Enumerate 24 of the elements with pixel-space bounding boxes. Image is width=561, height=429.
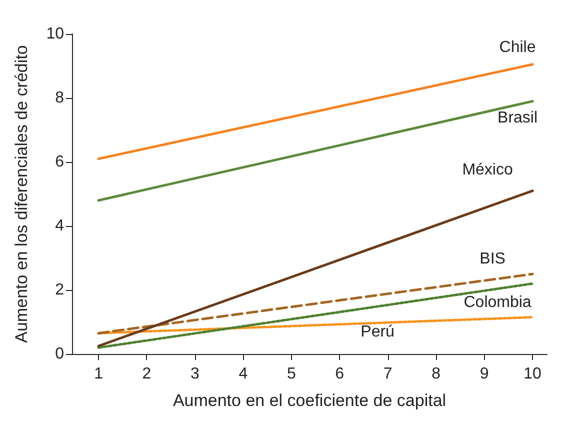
series-label: Chile [499, 38, 536, 56]
x-tick-label: 7 [383, 366, 392, 382]
x-tick-label: 1 [94, 366, 104, 382]
x-tick-label: 5 [286, 366, 296, 382]
series-label: México [462, 161, 513, 178]
x-tick-label: 9 [480, 366, 489, 382]
x-tick-label: 2 [142, 366, 152, 382]
y-tick-label: 8 [55, 90, 64, 106]
x-tick-label: 4 [238, 366, 248, 382]
y-tick-label: 0 [55, 346, 64, 362]
x-tick-label: 8 [432, 366, 441, 382]
y-tick-label: 10 [46, 26, 64, 42]
y-tick-label: 2 [55, 282, 64, 298]
series-label: BIS [480, 250, 506, 268]
series-label: Colombia [464, 294, 532, 312]
series-label: Perú [360, 324, 394, 341]
x-axis-title: Aumento en el coeficiente de capital [172, 391, 446, 410]
x-tick-label: 6 [335, 366, 344, 382]
y-tick-label: 4 [55, 218, 64, 234]
y-tick-label: 6 [55, 154, 64, 170]
y-axis-title: Aumento en los diferenciales de crédito [12, 45, 31, 343]
x-tick-label: 10 [524, 366, 542, 382]
series-label: Brasil [498, 110, 538, 127]
x-tick-label: 3 [190, 366, 200, 382]
